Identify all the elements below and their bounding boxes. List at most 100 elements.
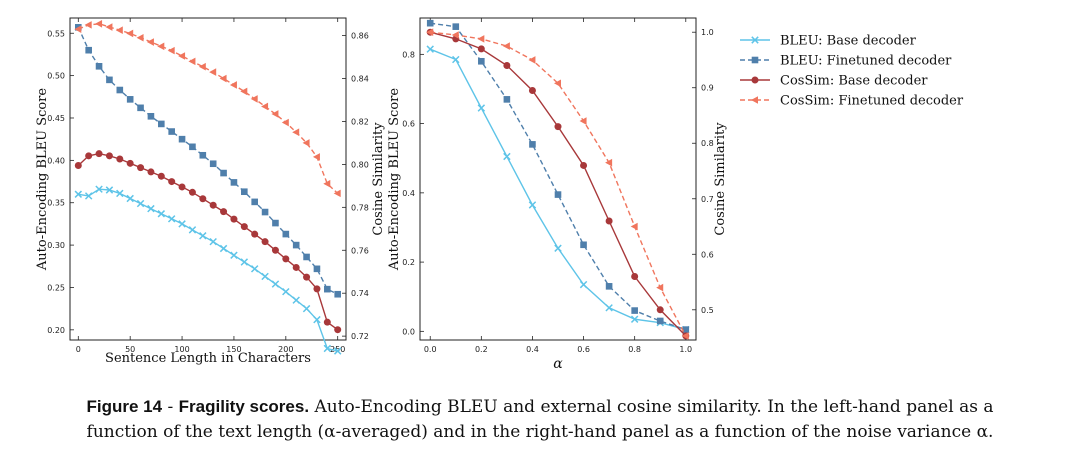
right-series-3 <box>426 28 690 340</box>
legend-marker-4 <box>751 96 758 104</box>
right-series-4-point <box>579 117 587 125</box>
left-series-3-point <box>313 285 321 293</box>
right-y-tick-label: 0.0 <box>402 327 415 336</box>
right-series-1 <box>426 45 690 334</box>
left-series-4-point <box>146 38 154 46</box>
left-x-tick-label: 100 <box>174 345 189 354</box>
left-series-3-point <box>126 159 134 167</box>
left-series-4-point <box>126 29 134 38</box>
right-y-tick-label: 0.2 <box>402 258 415 267</box>
left-series-2-point <box>324 285 331 293</box>
right-x-axis-label: α <box>553 356 563 372</box>
left-series-1-point <box>126 194 134 203</box>
right-x-tick-label: 0.4 <box>526 345 539 354</box>
left-x-tick-label: 150 <box>226 345 241 354</box>
right-x-tick-label: 1.0 <box>679 345 692 354</box>
left-y-tick-label: 0.45 <box>47 114 65 123</box>
right-series-4-line <box>430 31 687 337</box>
right-x-tick-label: 0.0 <box>424 345 437 354</box>
left-series-3 <box>74 150 342 334</box>
legend-marker-1 <box>751 36 759 44</box>
right-series-1-line <box>429 48 686 331</box>
left-series-4-point <box>271 110 279 118</box>
right-series-3-point <box>631 272 639 280</box>
left-y2-tick-label: 0.80 <box>351 160 369 169</box>
left-y-tick-label: 0.30 <box>47 241 65 250</box>
left-series-1-point <box>116 189 124 198</box>
right-series-4-point <box>528 56 536 64</box>
left-series-4-point <box>178 52 186 60</box>
right-panel: 0.0 0.2 0.4 0.6 0.8 1.0 0.0 0.2 0.4 0.6 0.8 0.5 0.6 0… <box>387 17 728 372</box>
left-series-4-point <box>250 95 258 103</box>
left-series-3-point <box>74 161 82 169</box>
left-y-tick-label: 0.40 <box>47 156 65 165</box>
right-x-tick-label: 0.2 <box>475 345 488 354</box>
left-series-4-point <box>84 21 92 29</box>
right-series-3-point <box>477 45 485 53</box>
left-y2-tick-label: 0.76 <box>351 246 369 255</box>
left-series-3-point <box>147 168 155 176</box>
right-y2-tick-label: 0.6 <box>701 250 714 259</box>
left-series-2-point <box>220 169 227 177</box>
left-series-2-point <box>126 96 134 103</box>
right-series-1-point <box>426 45 434 53</box>
left-series-3-point <box>168 178 176 186</box>
left-y2-tick-label: 0.74 <box>351 289 369 298</box>
left-series-1-point <box>95 185 103 193</box>
right-series-4-point <box>451 31 459 39</box>
right-series-3-point <box>656 306 664 314</box>
right-series-3-point <box>554 123 562 131</box>
left-x-tick-label: 200 <box>278 345 293 354</box>
left-series-2-point <box>251 198 258 206</box>
right-series-4-point <box>426 28 434 37</box>
left-series-2-point <box>334 290 341 298</box>
left-series-1-point <box>282 287 290 296</box>
left-series-1-point <box>250 265 259 273</box>
left-y2-tick-label: 0.82 <box>351 117 369 126</box>
right-y2-axis-label: Cosine Similarity <box>713 122 728 236</box>
left-series-1-point <box>333 347 342 355</box>
right-series-1-point <box>630 315 639 323</box>
right-y-tick-label: 0.6 <box>402 120 415 129</box>
right-series-2-point <box>580 241 587 249</box>
left-y-tick-label: 0.50 <box>47 72 65 81</box>
left-series-3-point <box>292 263 300 271</box>
right-series-1-point <box>477 104 486 112</box>
right-series-4 <box>426 28 689 340</box>
left-series-4-point <box>302 139 310 147</box>
caption-title: Fragility scores. <box>178 397 310 416</box>
left-series-2-point <box>147 112 155 120</box>
caption-line-2: function of the text length (α-averaged)… <box>86 422 994 442</box>
left-series-1-point <box>178 220 186 228</box>
right-series-1-point <box>528 201 537 209</box>
left-series-4-point <box>167 46 175 55</box>
left-series-1-point <box>147 204 155 213</box>
right-series-2-point <box>426 19 434 27</box>
left-series-4-point <box>157 42 165 51</box>
left-series-2-point <box>199 151 207 159</box>
right-series-2-point <box>605 283 613 290</box>
right-series-2-point <box>478 57 485 65</box>
left-x-tick-label: 50 <box>125 345 135 354</box>
left-series-1-point <box>313 315 321 324</box>
left-series-1-point <box>271 280 280 288</box>
left-y-tick-label: 0.35 <box>47 199 65 208</box>
right-series-4-point <box>477 35 485 43</box>
left-series-1-point <box>323 344 332 353</box>
left-series-4-point <box>74 25 82 33</box>
left-series-4-point <box>209 68 217 76</box>
left-series-2-point <box>209 160 217 168</box>
left-series-3-point <box>209 201 217 209</box>
left-series-2-point <box>303 253 310 261</box>
left-series-3-point <box>95 150 103 158</box>
right-series-1-point <box>605 304 613 312</box>
right-series-2-point <box>631 307 638 314</box>
left-series-4-point <box>115 26 123 35</box>
left-series-2-point <box>168 128 175 135</box>
left-series-1-point <box>105 186 114 194</box>
right-y2-tick-label: 0.9 <box>701 84 714 93</box>
left-series-4-point <box>198 62 206 71</box>
right-series-2 <box>426 19 690 333</box>
left-series-4-point <box>229 81 237 89</box>
left-series-4-point <box>105 23 113 31</box>
